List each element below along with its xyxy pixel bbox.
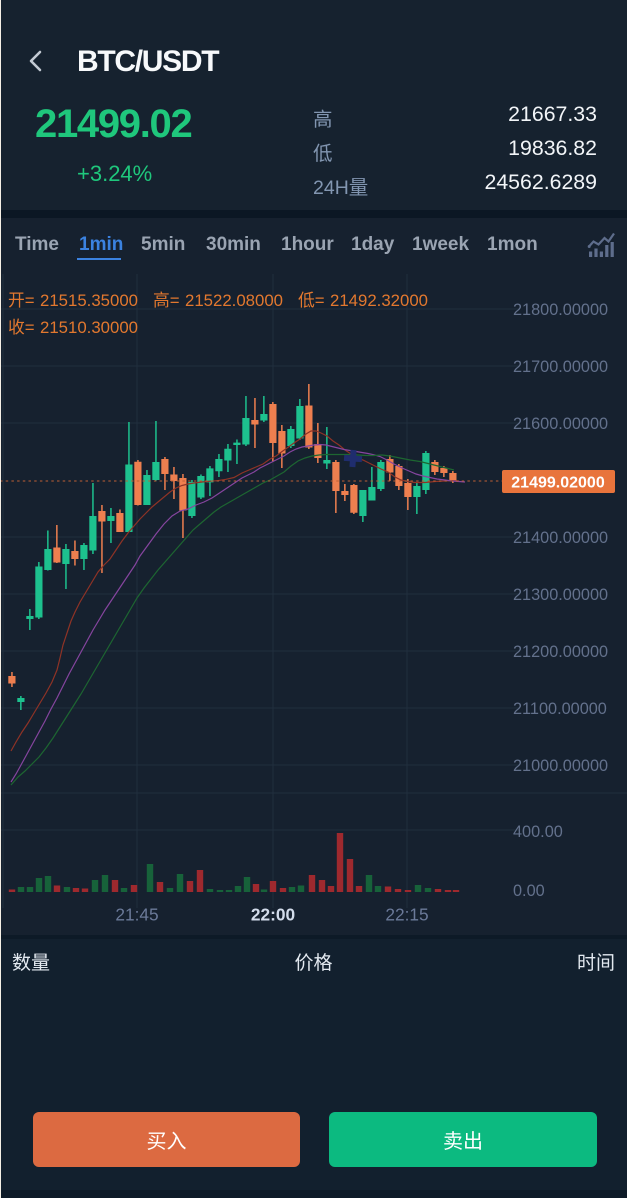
svg-text:400.00: 400.00 — [513, 823, 563, 841]
svg-text:21:45: 21:45 — [115, 905, 158, 925]
svg-text:21400.00000: 21400.00000 — [513, 529, 608, 547]
svg-text:收= 21510.30000: 收= 21510.30000 — [8, 318, 138, 337]
svg-text:21499.02000: 21499.02000 — [511, 475, 605, 492]
svg-text:22:15: 22:15 — [385, 905, 428, 925]
svg-text:21300.00000: 21300.00000 — [513, 586, 608, 604]
svg-text:21100.00000: 21100.00000 — [513, 700, 607, 718]
svg-text:21800.00000: 21800.00000 — [513, 301, 608, 319]
svg-text:22:00: 22:00 — [251, 905, 295, 925]
svg-text:0.00: 0.00 — [513, 882, 545, 900]
svg-text:21200.00000: 21200.00000 — [513, 643, 608, 661]
svg-text:21000.00000: 21000.00000 — [513, 757, 608, 775]
svg-text:21600.00000: 21600.00000 — [513, 415, 608, 433]
svg-text:21700.00000: 21700.00000 — [513, 358, 608, 376]
